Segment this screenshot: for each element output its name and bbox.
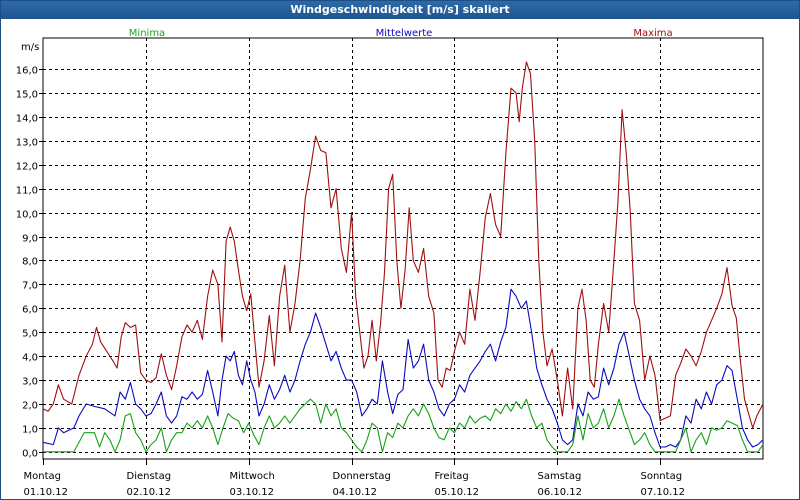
- y-tick-label: 10,0: [16, 210, 38, 221]
- x-day-label: Montag: [24, 471, 61, 482]
- window-title: Windgeschwindigkeit [m/s] skaliert: [1, 1, 799, 19]
- y-tick-label: 12,0: [16, 162, 38, 173]
- y-tick-label: 15,0: [16, 90, 38, 101]
- y-tick-label: 11,0: [16, 186, 38, 197]
- legend-mittelwerte: Mittelwerte: [376, 28, 433, 39]
- series-line-maxima: [42, 61, 764, 429]
- y-tick-label: 8,0: [22, 257, 38, 268]
- y-tick-label: 5,0: [22, 329, 38, 340]
- x-day-label: Donnerstag: [333, 471, 391, 482]
- y-tick-label: 9,0: [22, 234, 38, 245]
- y-tick-label: 3,0: [22, 377, 38, 388]
- y-tick-label: 6,0: [22, 305, 38, 316]
- y-tick-label: 13,0: [16, 138, 38, 149]
- y-tick-label: 0,0: [22, 449, 38, 460]
- y-tick-label: 2,0: [22, 401, 38, 412]
- x-day-label: Sonntag: [641, 471, 683, 482]
- x-date-label: 02.10.12: [127, 487, 172, 498]
- series-line-minima: [43, 398, 764, 453]
- y-tick-label: 7,0: [22, 281, 38, 292]
- x-date-label: 03.10.12: [230, 487, 275, 498]
- y-tick-label: 16,0: [16, 66, 38, 77]
- y-tick-label: 1,0: [22, 425, 38, 436]
- x-day-label: Mittwoch: [230, 471, 275, 482]
- x-date-label: 06.10.12: [538, 487, 583, 498]
- x-date-label: 05.10.12: [435, 487, 480, 498]
- x-day-label: Dienstag: [127, 471, 172, 482]
- x-day-label: Freitag: [435, 471, 469, 482]
- x-date-label: 01.10.12: [24, 487, 69, 498]
- x-day-label: Samstag: [538, 471, 582, 482]
- legend-minima: Minima: [129, 28, 165, 39]
- legend-maxima: Maxima: [633, 28, 672, 39]
- y-tick-label: 14,0: [16, 114, 38, 125]
- y-axis-unit-label: m/s: [21, 42, 39, 53]
- plot-frame: [42, 37, 764, 460]
- y-tick-label: 4,0: [22, 353, 38, 364]
- series-line-mittelwerte: [42, 288, 764, 448]
- x-date-label: 04.10.12: [333, 487, 378, 498]
- x-date-label: 07.10.12: [641, 487, 686, 498]
